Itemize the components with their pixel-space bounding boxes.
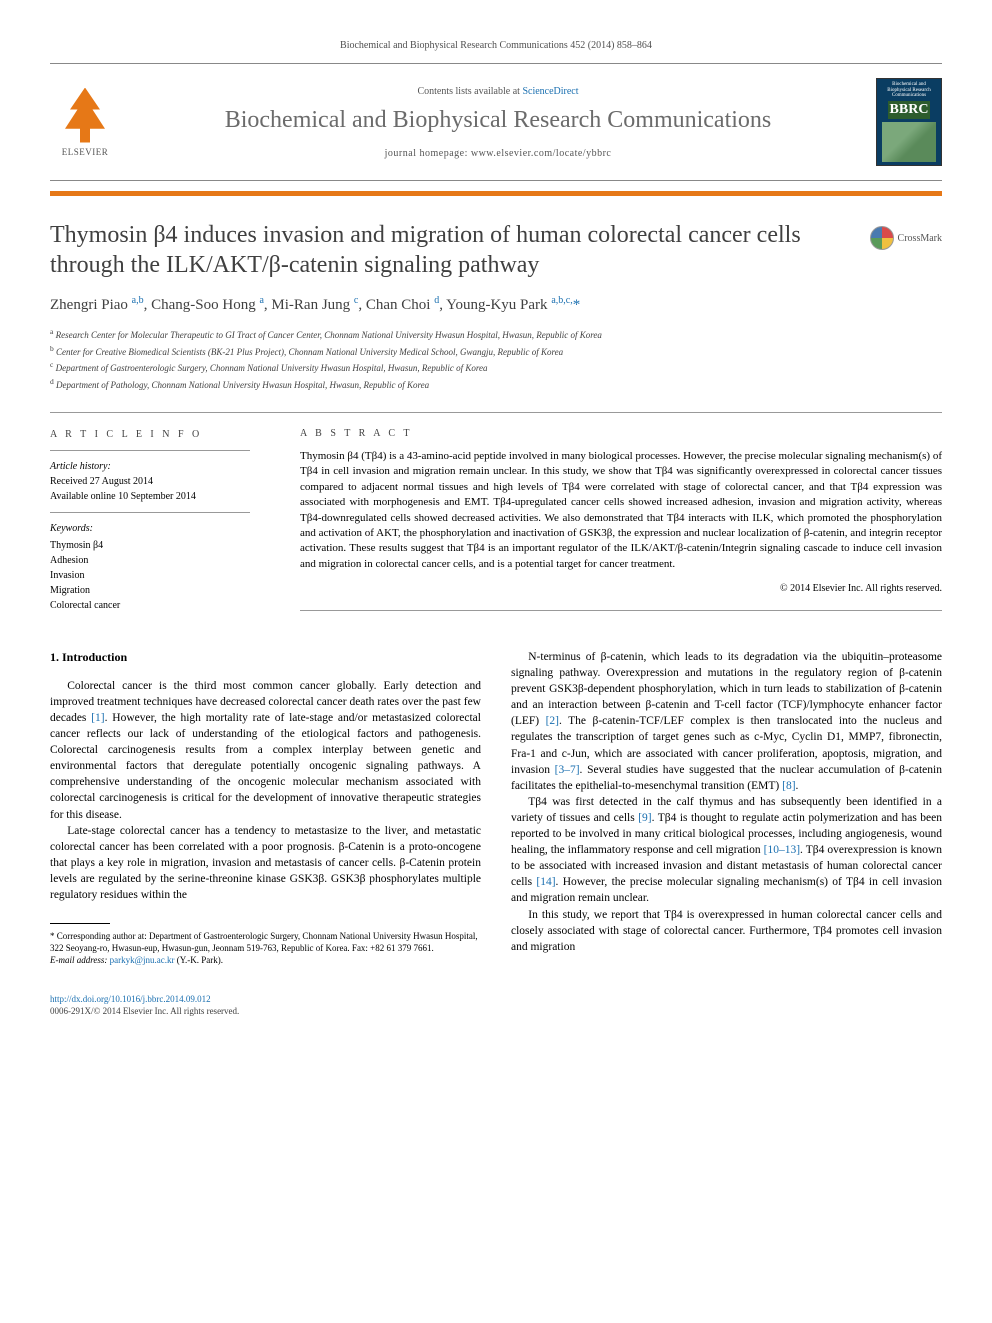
divider [50,450,250,451]
corresponding-author-note: * Corresponding author at: Department of… [50,930,481,954]
keyword: Thymosin β4 [50,538,270,553]
keyword: Invasion [50,568,270,583]
homepage-url[interactable]: www.elsevier.com/locate/ybbrc [471,148,611,159]
history-label: Article history: [50,459,270,474]
body-paragraph: N-terminus of β-catenin, which leads to … [511,649,942,794]
body-paragraph: Late-stage colorectal cancer has a tende… [50,823,481,903]
orange-divider [50,191,942,196]
divider [50,180,942,181]
section-heading: 1. Introduction [50,649,481,666]
article-title: Thymosin β4 induces invasion and migrati… [50,220,854,280]
keyword: Colorectal cancer [50,598,270,613]
cover-title: Biochemical and Biophysical Research Com… [880,82,938,99]
doi-link[interactable]: http://dx.doi.org/10.1016/j.bbrc.2014.09… [50,994,211,1004]
publisher-name: ELSEVIER [62,147,109,157]
info-abstract-row: A R T I C L E I N F O Article history: R… [50,412,942,613]
left-column: 1. Introduction Colorectal cancer is the… [50,649,481,967]
divider [300,610,942,611]
journal-homepage: journal homepage: www.elsevier.com/locat… [136,148,860,159]
corresponding-star: * [573,297,581,313]
body-columns: 1. Introduction Colorectal cancer is the… [50,649,942,967]
keyword: Adhesion [50,553,270,568]
crossmark-label: CrossMark [898,233,942,244]
body-paragraph: Colorectal cancer is the third most comm… [50,678,481,823]
affiliation-line: d Department of Pathology, Chonnam Natio… [50,376,942,393]
online-date: Available online 10 September 2014 [50,489,270,504]
abstract-heading: A B S T R A C T [300,427,942,441]
footnotes: * Corresponding author at: Department of… [50,930,481,966]
citation-ref[interactable]: [1] [91,712,104,724]
email-suffix: (Y.-K. Park). [174,955,223,965]
contents-prefix: Contents lists available at [417,86,522,97]
authors-line: Zhengri Piao a,b, Chang-Soo Hong a, Mi-R… [50,294,942,316]
affiliations: a Research Center for Molecular Therapeu… [50,326,942,392]
homepage-prefix: journal homepage: [385,148,471,159]
citation-ref[interactable]: [2] [546,715,559,727]
affiliation-line: c Department of Gastroenterologic Surger… [50,359,942,376]
footnote-separator [50,923,110,924]
citation-ref[interactable]: [3–7] [555,764,580,776]
journal-name: Biochemical and Biophysical Research Com… [136,107,860,134]
sciencedirect-link[interactable]: ScienceDirect [522,86,578,97]
received-date: Received 27 August 2014 [50,474,270,489]
journal-cover-thumbnail[interactable]: Biochemical and Biophysical Research Com… [876,78,942,166]
cover-image [882,122,936,162]
authors-names: Zhengri Piao a,b, Chang-Soo Hong a, Mi-R… [50,297,573,313]
header-citation: Biochemical and Biophysical Research Com… [50,40,942,51]
elsevier-logo[interactable]: ELSEVIER [50,82,120,162]
copyright-line: © 2014 Elsevier Inc. All rights reserved… [300,582,942,596]
citation-ref[interactable]: [10–13] [764,844,800,856]
keyword: Migration [50,583,270,598]
email-address[interactable]: parkyk@jnu.ac.kr [110,955,175,965]
article-info: A R T I C L E I N F O Article history: R… [50,427,270,613]
affiliation-line: b Center for Creative Biomedical Scienti… [50,343,942,360]
body-paragraph: In this study, we report that Tβ4 is ove… [511,907,942,955]
citation-ref[interactable]: [9] [638,812,651,824]
masthead: ELSEVIER Contents lists available at Sci… [50,70,942,174]
email-label: E-mail address: [50,955,110,965]
email-line: E-mail address: parkyk@jnu.ac.kr (Y.-K. … [50,954,481,966]
cover-abbrev: BBRC [888,101,931,119]
body-paragraph: Tβ4 was first detected in the calf thymu… [511,794,942,907]
elsevier-tree-icon [60,88,110,143]
right-column: N-terminus of β-catenin, which leads to … [511,649,942,967]
title-row: Thymosin β4 induces invasion and migrati… [50,220,942,280]
divider [50,63,942,64]
issn-copyright: 0006-291X/© 2014 Elsevier Inc. All right… [50,1005,942,1018]
abstract-text: Thymosin β4 (Tβ4) is a 43-amino-acid pep… [300,449,942,572]
abstract: A B S T R A C T Thymosin β4 (Tβ4) is a 4… [300,427,942,613]
crossmark-icon [870,226,894,250]
masthead-center: Contents lists available at ScienceDirec… [136,86,860,159]
article-info-heading: A R T I C L E I N F O [50,427,270,442]
keywords-label: Keywords: [50,521,270,536]
crossmark-badge[interactable]: CrossMark [870,220,942,250]
keywords-list: Thymosin β4AdhesionInvasionMigrationColo… [50,538,270,613]
divider [50,512,250,513]
affiliation-line: a Research Center for Molecular Therapeu… [50,326,942,343]
contents-lists-line: Contents lists available at ScienceDirec… [136,86,860,97]
citation-ref[interactable]: [8] [782,780,795,792]
footer-bar: http://dx.doi.org/10.1016/j.bbrc.2014.09… [50,987,942,1018]
citation-ref[interactable]: [14] [536,876,555,888]
